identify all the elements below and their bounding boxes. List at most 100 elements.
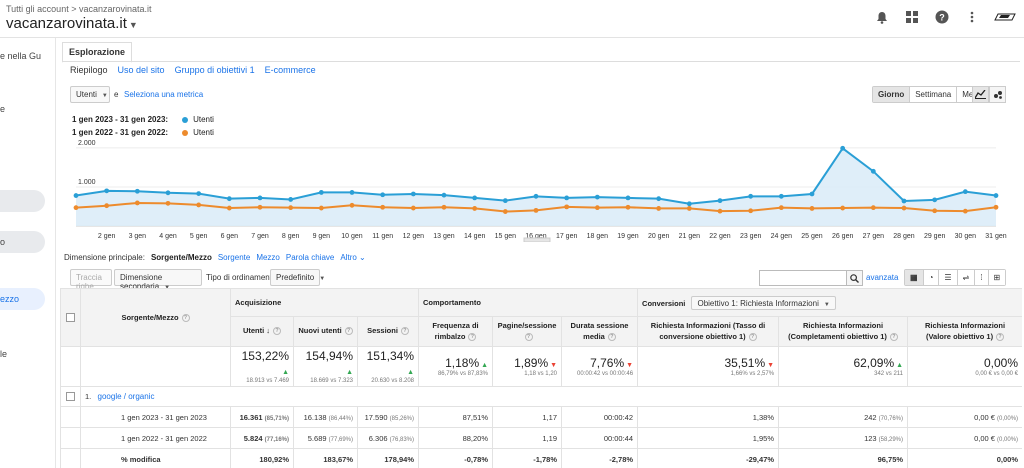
dimension-source-medium[interactable]: Sorgente/Mezzo xyxy=(150,253,212,262)
x-tick-label: 23 gen xyxy=(740,233,762,240)
chevron-down-icon: ⌄ xyxy=(359,253,366,262)
metric-select[interactable]: Utenti ▼ xyxy=(70,86,110,103)
bell-icon[interactable] xyxy=(874,9,890,25)
x-tick-label: 22 gen xyxy=(709,233,731,240)
help-icon[interactable]: ? xyxy=(524,332,533,341)
totals-comparison: 1,66% vs 2,57% xyxy=(730,371,775,377)
cell-value: 1,38% xyxy=(752,412,775,422)
dimension-source[interactable]: Sorgente xyxy=(217,253,251,262)
sub-navigation: Riepilogo Uso del sito Gruppo di obietti… xyxy=(70,65,316,75)
apps-grid-icon[interactable] xyxy=(904,9,920,25)
view-comparison-icon[interactable]: ⇌ xyxy=(957,270,976,285)
arrow-down-icon: ▼ xyxy=(624,362,634,369)
table-cell: 00:00:44 xyxy=(560,427,639,449)
column-header[interactable]: Frequenza di rimbalzo? xyxy=(418,316,493,347)
help-icon[interactable]: ? xyxy=(748,332,757,341)
breadcrumb[interactable]: Tutti gli account > vacanzarovinata.it xyxy=(6,4,152,14)
goal-select[interactable]: Obiettivo 1: Richiesta Informazioni ▼ xyxy=(691,295,836,310)
column-header[interactable]: Nuovi utenti? xyxy=(293,316,358,347)
dimension-medium[interactable]: Mezzo xyxy=(256,253,280,262)
help-icon[interactable]: ? xyxy=(400,327,409,336)
x-tick-label: 16 gen xyxy=(525,233,547,240)
plot-rows-button[interactable]: Traccia righe xyxy=(70,269,112,291)
help-icon[interactable]: ? xyxy=(934,9,950,25)
cell-value: 0,00% xyxy=(996,454,1019,464)
sidebar-item-4[interactable]: le xyxy=(0,349,8,359)
subnav-ecommerce[interactable]: E-commerce xyxy=(264,65,316,75)
chart-controls: Utenti ▼ e Seleziona una metrica Giorno S… xyxy=(70,86,1020,104)
help-icon[interactable]: ? xyxy=(468,332,477,341)
search-icon[interactable] xyxy=(846,270,863,286)
row-checkbox[interactable] xyxy=(66,392,75,402)
view-pie-icon[interactable]: ◔ xyxy=(923,270,940,285)
help-icon[interactable]: ? xyxy=(344,327,353,336)
column-header[interactable]: Utenti ↓? xyxy=(230,316,294,347)
view-table-icon[interactable]: ▦ xyxy=(905,270,924,285)
table-cell: -1,78% xyxy=(492,448,562,468)
totals-cell: 151,34% ▲ 20.630 vs 8.208 xyxy=(357,346,419,387)
totals-value-text: 62,09% xyxy=(853,356,895,370)
sidebar-item-1[interactable]: e xyxy=(0,104,6,114)
help-icon[interactable]: ? xyxy=(889,332,898,341)
line-chart-icon[interactable] xyxy=(972,86,989,103)
data-point xyxy=(594,194,600,200)
help-icon[interactable]: ? xyxy=(607,332,616,341)
column-header[interactable]: Richiesta Informazioni (Completamenti ob… xyxy=(778,316,909,347)
sidebar-item-3-pill[interactable]: ezzo xyxy=(0,288,45,310)
data-point xyxy=(349,202,355,208)
sidebar-item-2-pill[interactable]: o xyxy=(0,231,45,253)
select-all-checkbox[interactable] xyxy=(66,313,75,323)
column-header[interactable]: Pagine/sessione? xyxy=(492,316,562,347)
view-performance-icon[interactable]: ☰ xyxy=(939,270,958,285)
header-group-conversions: Conversioni Obiettivo 1: Richiesta Infor… xyxy=(637,288,1022,317)
column-header[interactable]: Durata sessione media? xyxy=(560,316,639,347)
column-header[interactable]: Sessioni? xyxy=(357,316,419,347)
vs-label: e xyxy=(114,90,119,99)
table-row[interactable]: 1. google / organic xyxy=(60,386,1022,407)
data-point xyxy=(840,205,846,211)
dimension-keyword[interactable]: Parola chiave xyxy=(285,253,335,262)
table-cell: 123 (58,29%) xyxy=(778,427,909,449)
table-cell: 5.824 (77,16%) xyxy=(230,427,294,449)
totals-value-text: 151,34% xyxy=(366,349,414,363)
sort-type-select[interactable]: Predefinito ▼ xyxy=(270,269,325,286)
subnav-site-usage[interactable]: Uso del sito xyxy=(117,65,165,75)
data-point xyxy=(226,196,232,202)
more-vert-icon[interactable] xyxy=(964,9,980,25)
data-point xyxy=(870,205,876,211)
tab-explorer[interactable]: Esplorazione xyxy=(62,42,133,63)
help-icon[interactable]: ? xyxy=(181,314,190,322)
help-icon[interactable]: ? xyxy=(996,332,1005,341)
period-day-button[interactable]: Giorno xyxy=(873,87,911,102)
table-search-input[interactable] xyxy=(759,270,851,286)
cell-value: 1,17 xyxy=(542,412,557,422)
cell-percentage: (77,69%) xyxy=(328,436,353,443)
view-pivot-icon[interactable]: ⊞ xyxy=(988,270,1006,285)
column-header[interactable]: Richiesta Informazioni (Valore obiettivo… xyxy=(907,316,1022,347)
row-source-link[interactable]: google / organic xyxy=(97,392,155,401)
totals-value-text: 153,22% xyxy=(241,349,289,363)
sidebar-pill-empty[interactable] xyxy=(0,190,45,212)
totals-comparison: 342 vs 211 xyxy=(874,371,904,377)
data-point xyxy=(165,200,171,206)
cell-value: 87,51% xyxy=(462,412,488,422)
advanced-filter-link[interactable]: avanzata xyxy=(866,273,899,282)
column-header[interactable]: Richiesta Informazioni (Tasso di convers… xyxy=(637,316,780,347)
sidebar-item-0[interactable]: e nella Gu xyxy=(0,51,42,61)
data-point xyxy=(502,209,508,214)
dimension-other[interactable]: Altro ⌄ xyxy=(340,253,365,262)
view-termcloud-icon[interactable]: ⁞ xyxy=(975,270,989,285)
select-metric-link[interactable]: Seleziona una metrica xyxy=(124,90,204,99)
data-point xyxy=(717,208,723,214)
subnav-goal-set[interactable]: Gruppo di obiettivi 1 xyxy=(174,65,255,75)
primary-dimension-row: Dimensione principale: Sorgente/Mezzo So… xyxy=(64,253,366,262)
help-icon[interactable]: ? xyxy=(273,327,282,336)
motion-chart-icon[interactable] xyxy=(989,86,1006,103)
subnav-summary[interactable]: Riepilogo xyxy=(70,65,108,75)
account-selector[interactable]: vacanzarovinata.it ▼ xyxy=(6,15,138,32)
row-source-cell: 1. google / organic xyxy=(79,386,1022,407)
cell-value: 178,94% xyxy=(384,454,414,464)
secondary-dimension-select[interactable]: Dimensione secondaria▼ xyxy=(114,269,202,291)
period-week-button[interactable]: Settimana xyxy=(910,87,958,102)
x-tick-label: 6 gen xyxy=(221,233,239,240)
